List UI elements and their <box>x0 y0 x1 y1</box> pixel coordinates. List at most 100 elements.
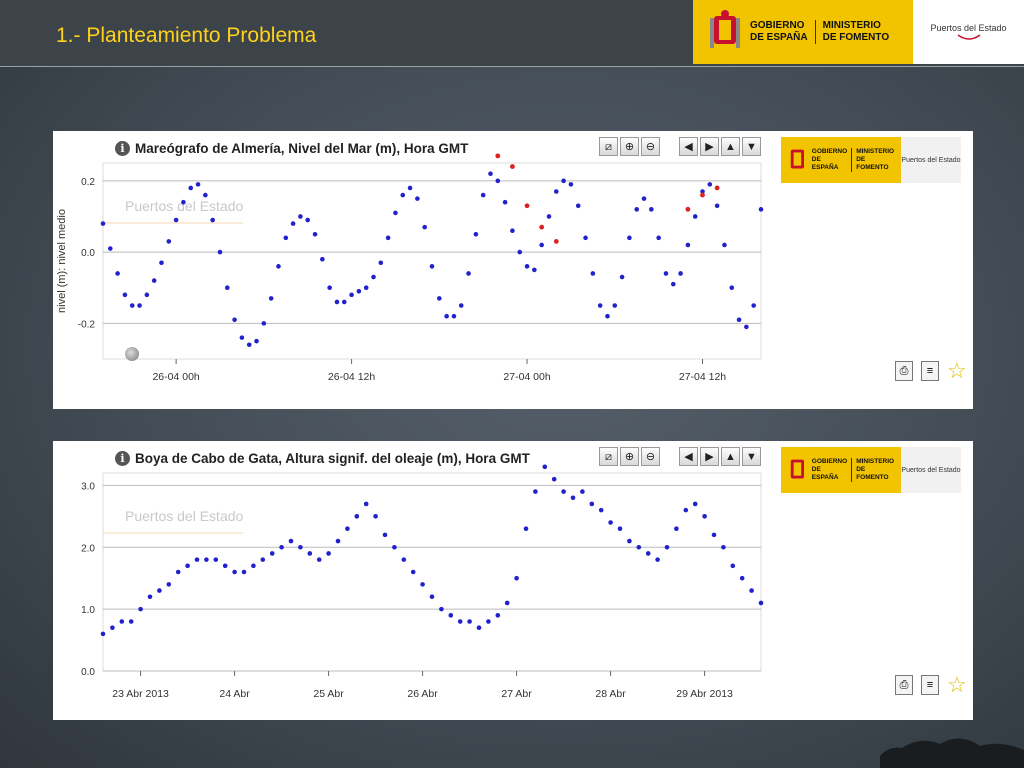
data-point <box>122 292 128 298</box>
x-tick-label: 23 Abr 2013 <box>112 688 169 700</box>
arrow-right-icon[interactable]: ▶ <box>700 447 719 466</box>
data-point <box>532 267 537 273</box>
data-point <box>546 214 552 219</box>
data-point <box>663 271 669 276</box>
data-point <box>144 292 150 298</box>
data-point <box>251 563 256 569</box>
data-point <box>415 196 420 201</box>
y-tick-label: 2.0 <box>81 543 95 554</box>
data-point <box>363 285 369 291</box>
zoom-in-icon[interactable]: ⊕ <box>620 137 639 156</box>
data-point <box>119 619 125 624</box>
data-point <box>700 192 705 198</box>
agency-logo: Puertos del Estado <box>913 0 1024 64</box>
data-point <box>410 569 416 575</box>
arrow-down-icon[interactable]: ▼ <box>742 137 761 156</box>
data-point <box>495 613 501 618</box>
print-icon[interactable]: ⎙ <box>895 675 913 695</box>
data-point <box>429 264 435 269</box>
arrow-up-icon[interactable]: ▲ <box>721 447 740 466</box>
gov-text-gobierno: GOBIERNO DE ESPAÑA <box>743 20 816 44</box>
data-point <box>539 242 544 248</box>
data-point <box>678 271 683 276</box>
data-point <box>524 264 530 269</box>
data-point <box>685 242 691 248</box>
zoom-toolbar: ⧄ ⊕ ⊖ <box>599 447 660 466</box>
data-point <box>115 271 120 276</box>
data-point <box>664 544 670 550</box>
data-point <box>385 235 391 241</box>
export-icon[interactable]: ≡ <box>921 361 939 381</box>
data-point <box>730 563 736 569</box>
data-point <box>194 557 200 562</box>
y-tick-label: 1.0 <box>81 605 95 616</box>
arrow-down-icon[interactable]: ▼ <box>742 447 761 466</box>
data-point <box>495 178 501 184</box>
data-point <box>166 582 172 587</box>
data-point <box>466 271 471 276</box>
slide-header: 1.- Planteamiento Problema GOBIERNO DE ES… <box>0 0 1024 67</box>
info-icon[interactable]: i <box>115 141 130 156</box>
chart-title: Boya de Cabo de Gata, Altura signif. del… <box>135 451 530 466</box>
data-point <box>166 239 172 244</box>
data-point <box>327 285 332 291</box>
x-tick-label: 26-04 12h <box>328 371 375 383</box>
chart-title-row: i Boya de Cabo de Gata, Altura signif. d… <box>115 451 530 466</box>
data-point <box>617 526 623 531</box>
data-point <box>224 285 230 291</box>
data-point <box>608 520 613 525</box>
data-point <box>246 342 252 348</box>
data-point <box>517 249 523 255</box>
zoom-in-icon[interactable]: ⊕ <box>620 447 639 466</box>
info-icon[interactable]: i <box>115 451 130 466</box>
chart-panel-sea-level: Puertos del Estado -0.2 0.0 0.2 26-04 00h 26-… <box>53 131 973 409</box>
y-tick-label: -0.2 <box>78 319 96 330</box>
data-point <box>232 317 237 323</box>
data-point <box>504 600 510 606</box>
arrow-up-icon[interactable]: ▲ <box>721 137 740 156</box>
gov-text-ministerio: MINISTERIO DE FOMENTO <box>822 20 890 43</box>
data-point <box>260 557 266 562</box>
data-point <box>722 242 727 248</box>
data-point <box>721 544 726 550</box>
data-point <box>279 544 284 550</box>
data-point <box>269 551 275 556</box>
data-point <box>553 239 559 244</box>
data-point <box>210 217 215 223</box>
data-point <box>298 214 303 219</box>
data-point <box>702 514 707 519</box>
data-point <box>589 501 595 507</box>
favorite-star-icon[interactable]: ☆ <box>947 358 967 383</box>
arrow-left-icon[interactable]: ◀ <box>679 447 698 466</box>
data-point <box>422 224 427 230</box>
data-point <box>363 501 369 507</box>
export-icon[interactable]: ≡ <box>921 675 939 695</box>
chart-icon[interactable]: ⧄ <box>599 447 618 466</box>
data-point <box>290 221 296 226</box>
x-tick-label: 28 Abr <box>595 688 626 700</box>
coat-of-arms-icon <box>710 10 740 48</box>
zoom-out-icon[interactable]: ⊖ <box>641 137 660 156</box>
print-icon[interactable]: ⎙ <box>895 361 913 381</box>
data-point <box>561 489 566 494</box>
data-point <box>349 292 354 298</box>
arrow-left-icon[interactable]: ◀ <box>679 137 698 156</box>
data-point <box>283 235 289 241</box>
data-point <box>488 171 493 176</box>
data-point <box>288 538 294 544</box>
data-point <box>575 203 581 209</box>
data-point <box>354 514 360 519</box>
zoom-out-icon[interactable]: ⊖ <box>641 447 660 466</box>
data-point <box>561 178 566 184</box>
data-point <box>239 335 245 340</box>
chart-icon[interactable]: ⧄ <box>599 137 618 156</box>
data-point <box>429 594 435 600</box>
data-point <box>439 606 444 612</box>
plot-area <box>102 472 762 672</box>
favorite-star-icon[interactable]: ☆ <box>947 672 967 697</box>
moon-phase-icon <box>125 347 139 361</box>
arrow-right-icon[interactable]: ▶ <box>700 137 719 156</box>
data-point <box>580 489 585 494</box>
data-point <box>316 557 322 562</box>
data-point <box>181 199 186 205</box>
